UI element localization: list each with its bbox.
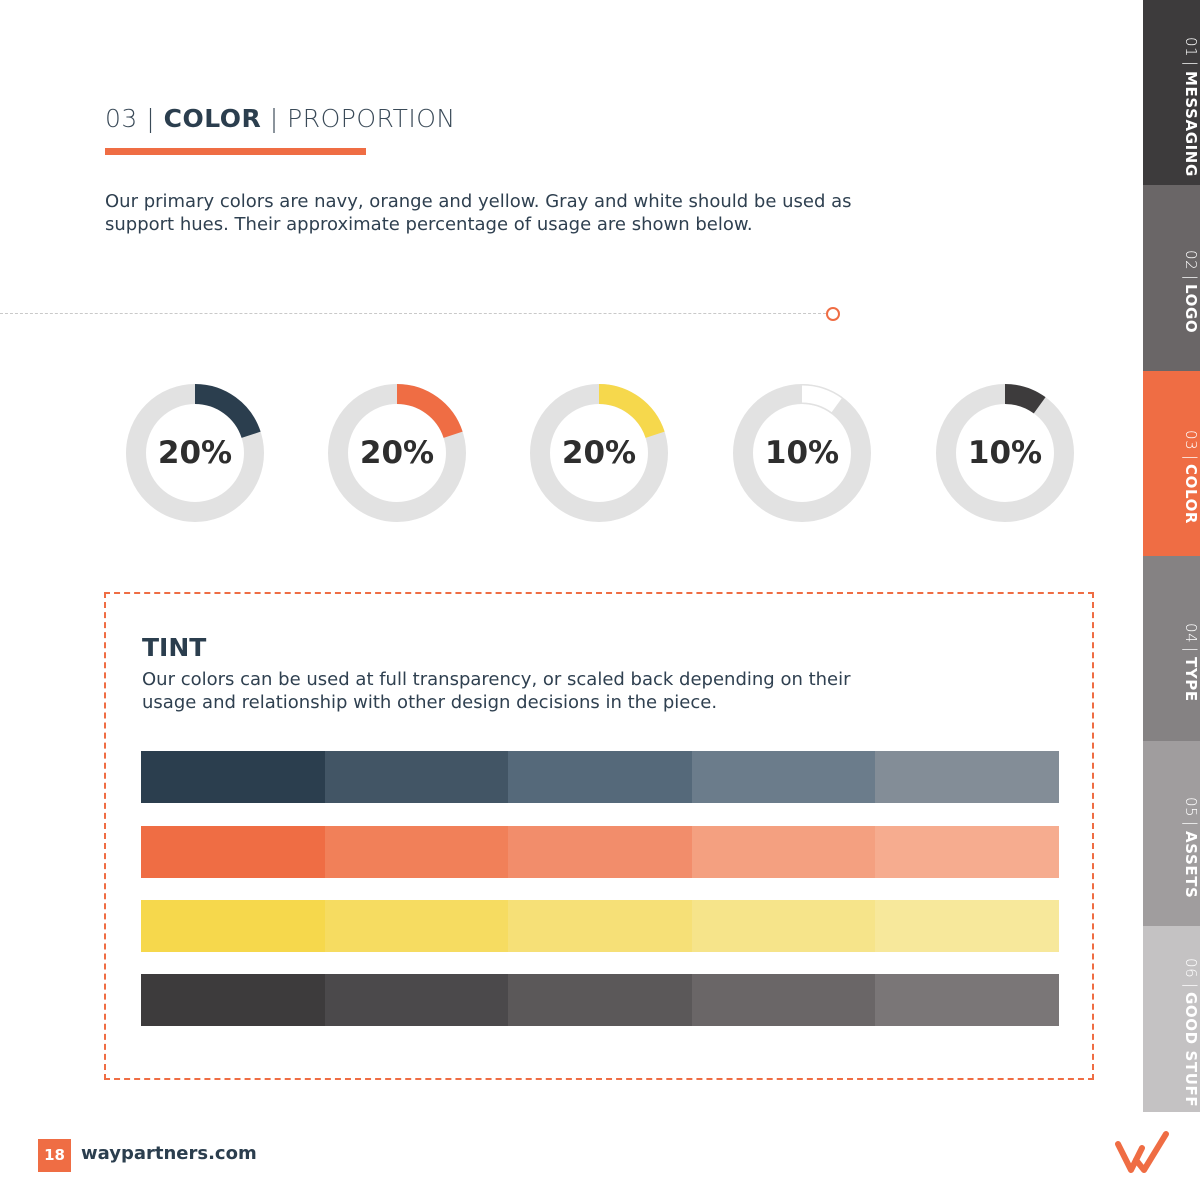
nav-tab-separator: | xyxy=(1182,60,1200,67)
nav-tab-good-stuff[interactable]: 06 | GOOD STUFF xyxy=(1143,926,1200,1112)
nav-tab-number: 04 xyxy=(1182,623,1200,644)
tint-swatch xyxy=(691,751,876,803)
section-name: COLOR xyxy=(163,104,262,133)
title-divider: | xyxy=(146,104,156,133)
nav-tab-number: 02 xyxy=(1182,250,1200,271)
intro-paragraph: Our primary colors are navy, orange and … xyxy=(105,191,852,235)
donut-chart xyxy=(936,384,1074,522)
tint-swatch xyxy=(875,751,1059,803)
tint-swatch xyxy=(324,751,509,803)
tint-swatch xyxy=(324,900,509,952)
nav-tab-separator: | xyxy=(1182,647,1200,654)
nav-tab-label: MESSAGING xyxy=(1182,70,1200,177)
proportion-donut-white: 10% xyxy=(733,384,871,522)
tint-swatch xyxy=(141,826,325,878)
tint-swatch xyxy=(508,974,692,1026)
tint-description: Our colors can be used at full transpare… xyxy=(142,669,851,713)
tint-swatch xyxy=(508,826,692,878)
section-number: 03 xyxy=(105,104,138,133)
tint-swatch xyxy=(875,900,1059,952)
tint-swatch xyxy=(875,974,1059,1026)
tint-swatch xyxy=(875,826,1059,878)
tint-swatch xyxy=(141,974,325,1026)
nav-tab-separator: | xyxy=(1182,821,1200,827)
logo-mark xyxy=(1115,1131,1169,1173)
donut-percent-label: 10% xyxy=(967,435,1043,471)
proportion-donut-yellow: 20% xyxy=(530,384,668,522)
nav-tab-label: COLOR xyxy=(1182,464,1200,525)
donut-percent-label: 10% xyxy=(764,435,840,471)
donut-segment xyxy=(194,384,261,439)
tint-row-gray xyxy=(141,974,1059,1026)
nav-tab-messaging[interactable]: 01 | MESSAGING xyxy=(1143,0,1200,185)
nav-tab-separator: | xyxy=(1182,982,1200,989)
tint-row-orange xyxy=(141,826,1059,878)
divider-dot-icon xyxy=(826,307,840,321)
tint-row-yellow xyxy=(141,900,1059,952)
nav-tab-label: ASSETS xyxy=(1182,830,1200,899)
proportion-donut-navy: 20% xyxy=(126,384,264,522)
dashed-divider xyxy=(0,313,826,314)
donut-chart xyxy=(733,384,871,522)
donut-segment xyxy=(801,385,842,413)
nav-tab-logo[interactable]: 02 | LOGO xyxy=(1143,185,1200,371)
donut-percent-label: 20% xyxy=(157,435,233,471)
subsection-name: PROPORTION xyxy=(287,104,456,133)
title-divider-2: | xyxy=(269,104,279,133)
page-number-badge: 18 xyxy=(38,1139,71,1172)
nav-tab-type[interactable]: 04 | TYPE xyxy=(1143,556,1200,741)
way-partners-logo-icon xyxy=(1114,1130,1172,1180)
nav-tab-label: LOGO xyxy=(1182,284,1200,334)
nav-tab-label: GOOD STUFF xyxy=(1182,992,1200,1108)
tint-swatch xyxy=(508,900,692,952)
proportion-donut-gray: 10% xyxy=(936,384,1074,522)
tint-swatch xyxy=(141,751,325,803)
title-underline xyxy=(105,148,366,155)
donut-percent-label: 20% xyxy=(561,435,637,471)
nav-tab-separator: | xyxy=(1182,274,1200,281)
nav-tab-number: 05 xyxy=(1182,796,1200,818)
donut-chart xyxy=(328,384,466,522)
nav-tab-assets[interactable]: 05 | ASSETS xyxy=(1143,741,1200,926)
tint-panel xyxy=(104,592,1094,1080)
nav-tab-number: 03 xyxy=(1182,430,1200,451)
tint-swatch xyxy=(691,900,876,952)
tint-swatch xyxy=(324,826,509,878)
tint-swatch xyxy=(691,826,876,878)
page-title: 03 | COLOR | PROPORTION xyxy=(105,104,456,133)
donut-percent-label: 20% xyxy=(359,435,435,471)
nav-tab-number: 01 xyxy=(1182,36,1200,57)
tint-swatch xyxy=(141,900,325,952)
tint-heading: TINT xyxy=(142,633,207,662)
nav-tab-number: 06 xyxy=(1182,958,1200,979)
donut-segment xyxy=(1004,384,1046,414)
tint-swatch xyxy=(508,751,692,803)
nav-tab-color[interactable]: 03 | COLOR xyxy=(1143,371,1200,556)
proportion-donut-orange: 20% xyxy=(328,384,466,522)
donut-chart xyxy=(530,384,668,522)
nav-tab-separator: | xyxy=(1182,454,1200,461)
tint-row-navy xyxy=(141,751,1059,803)
tint-swatch xyxy=(691,974,876,1026)
donut-segment xyxy=(598,384,665,439)
nav-tab-label: TYPE xyxy=(1182,657,1200,702)
tint-swatch xyxy=(324,974,509,1026)
website-link[interactable]: waypartners.com xyxy=(81,1143,257,1164)
donut-chart xyxy=(126,384,264,522)
donut-segment xyxy=(396,384,463,439)
